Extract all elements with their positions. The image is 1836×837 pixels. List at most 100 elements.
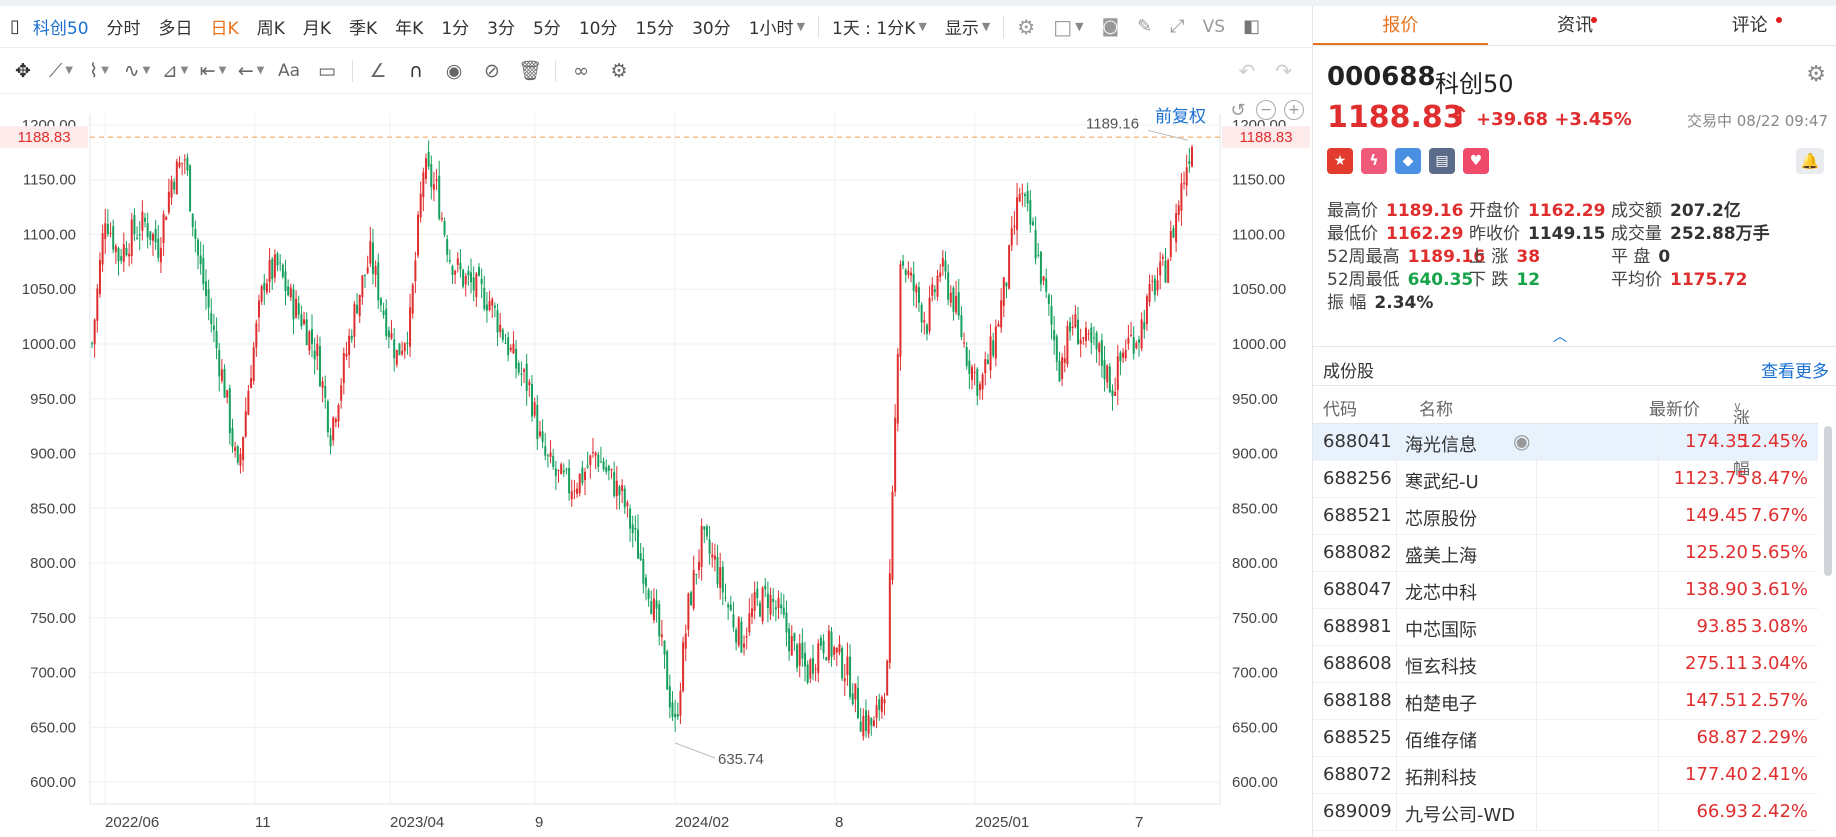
stat-label: 下 跌 — [1469, 270, 1509, 290]
candle-body — [870, 718, 873, 726]
tab-quarterly-k[interactable]: 季K — [349, 19, 378, 39]
note-icon[interactable]: ▤ — [1429, 148, 1455, 174]
chevron-down-icon: ▼ — [796, 20, 806, 33]
view-more-link[interactable]: 查看更多 — [1761, 362, 1829, 382]
trash-icon[interactable]: 🗑 — [517, 60, 543, 82]
hide-icon[interactable]: ⊘ — [484, 59, 500, 82]
adjust-mode-button[interactable]: 前复权 — [1155, 107, 1206, 127]
compare-button[interactable]: VS — [1202, 16, 1225, 37]
text-tool-icon[interactable]: Aa — [277, 60, 301, 81]
bell-icon[interactable]: 🔔 — [1796, 148, 1824, 174]
tab-30min[interactable]: 30分 — [692, 19, 731, 39]
tab-1hour[interactable]: 1小时 ▼ — [740, 6, 814, 48]
table-row[interactable]: 688981 中芯国际 93.85 3.08% — [1313, 609, 1818, 646]
interval-select[interactable]: 1天 : 1分K ▼ — [823, 6, 936, 48]
pencil-icon[interactable]: ✎ — [1137, 16, 1153, 37]
tab-news[interactable]: 资讯 — [1488, 6, 1663, 45]
polyline-tool-icon[interactable]: ⌇ ▼ — [89, 59, 109, 82]
candle-body — [751, 608, 753, 617]
header-code[interactable]: 代码 — [1323, 400, 1357, 420]
table-row[interactable]: 688082 盛美上海 125.20 5.65% — [1313, 535, 1818, 572]
layout-icon[interactable]: ▯ — [10, 16, 20, 37]
candle-body — [936, 275, 939, 297]
tab-yearly-k[interactable]: 年K — [395, 19, 424, 39]
camera-icon[interactable]: ◙ — [1101, 16, 1120, 37]
zoom-in-icon[interactable]: + — [1284, 100, 1304, 120]
table-row[interactable]: 688525 佰维存储 68.87 2.29% — [1313, 720, 1818, 757]
display-select[interactable]: 显示 ▼ — [936, 6, 999, 48]
tab-weekly-k[interactable]: 周K — [256, 19, 285, 39]
candle-body — [250, 378, 253, 388]
candle-body — [321, 381, 324, 388]
chevron-up-icon[interactable]: ︿ — [1553, 329, 1567, 345]
wave-tool-icon[interactable]: ∿ ▼ — [123, 59, 151, 82]
tab-index-name[interactable]: 科创50 — [32, 19, 89, 39]
tag-icon[interactable]: ◆ — [1395, 148, 1421, 174]
header-name[interactable]: 名称 — [1419, 400, 1453, 420]
table-row[interactable]: 688188 柏楚电子 147.51 2.57% — [1313, 683, 1818, 720]
cell-code: 689009 — [1323, 801, 1392, 822]
tab-monthly-k[interactable]: 月K — [302, 19, 332, 39]
square-select-icon[interactable]: □ ▼ — [1053, 14, 1084, 39]
heart-icon[interactable]: ♥ — [1463, 148, 1489, 174]
candle-body — [417, 214, 420, 256]
candle-body — [1191, 146, 1193, 167]
tab-comments[interactable]: 评论 — [1662, 6, 1836, 45]
candle-body — [234, 447, 237, 452]
tab-intraday[interactable]: 分时 — [106, 19, 141, 39]
arrow-tool-icon[interactable]: ← ▼ — [237, 59, 265, 82]
panel-toggle-icon[interactable]: ◧ — [1243, 16, 1261, 37]
table-row[interactable]: 688256 寒武纪-U 1123.75 8.47% — [1313, 461, 1818, 498]
table-row[interactable]: 688047 龙芯中科 138.90 3.61% — [1313, 572, 1818, 609]
scrollbar-thumb[interactable] — [1824, 426, 1832, 576]
zoom-out-icon[interactable]: − — [1256, 100, 1276, 120]
tab-5min[interactable]: 5分 — [532, 19, 561, 39]
candle-body — [652, 598, 655, 621]
tab-1min[interactable]: 1分 — [441, 19, 470, 39]
table-row[interactable]: 688608 恒玄科技 275.11 3.04% — [1313, 646, 1818, 683]
undo-icon[interactable]: ↶ — [1238, 59, 1256, 83]
candle-body — [613, 472, 616, 497]
line-tool-icon[interactable]: ⟋ ▼ — [48, 59, 73, 82]
candlestick-chart[interactable]: 1200.00 1200.00 1150.00 1150.00 1100.00 1100.… — [0, 94, 1312, 837]
candle-body — [199, 255, 202, 265]
settings-icon[interactable]: ⚙ — [610, 59, 628, 82]
reset-icon[interactable]: ↺ — [1230, 99, 1246, 121]
tab-multiday[interactable]: 多日 — [158, 19, 193, 39]
gear-icon[interactable]: ⚙ — [1806, 62, 1826, 87]
candle-body — [167, 191, 170, 213]
header-change[interactable]: 涨跌幅 ∨ — [1733, 395, 1750, 479]
table-row[interactable]: 688041 海光信息 ◉ 174.35 12.45% — [1313, 424, 1818, 461]
fullscreen-icon[interactable]: ⤢ — [1170, 16, 1185, 37]
tab-quote[interactable]: 报价 — [1313, 6, 1488, 45]
tab-15min[interactable]: 15分 — [635, 19, 675, 39]
move-icon[interactable]: ✥ — [15, 59, 31, 82]
table-row[interactable]: 688072 拓荆科技 177.40 2.41% — [1313, 757, 1818, 794]
link-icon[interactable]: ∞ — [573, 59, 589, 82]
measure-tool-icon[interactable]: ⇤ ▼ — [199, 59, 227, 82]
redo-icon[interactable]: ↷ — [1275, 59, 1292, 83]
candle-body — [162, 213, 165, 244]
tab-3min[interactable]: 3分 — [487, 19, 515, 39]
candle-body — [1124, 350, 1127, 359]
magnet-icon[interactable]: ∩ — [409, 59, 423, 82]
lightning-icon[interactable]: ϟ — [1361, 148, 1387, 174]
eye-icon[interactable]: ◉ — [445, 59, 463, 82]
candle-body — [552, 455, 555, 468]
tab-10min[interactable]: 10分 — [578, 19, 618, 39]
fib-tool-icon[interactable]: ⊿ ▼ — [161, 59, 189, 82]
gear-icon[interactable]: ⚙ — [1017, 14, 1036, 39]
header-price[interactable]: 最新价 — [1649, 400, 1700, 420]
table-row[interactable]: 689009 九号公司-WD 66.93 2.42% — [1313, 794, 1818, 831]
candle-body — [883, 699, 886, 704]
table-row[interactable]: 688521 芯原股份 149.45 7.67% — [1313, 498, 1818, 535]
comment-tool-icon[interactable]: ▭ — [318, 59, 336, 82]
candle-body — [623, 488, 626, 508]
tab-daily-k[interactable]: 日K — [210, 19, 239, 39]
candle-body — [122, 244, 125, 262]
angle-tool-icon[interactable]: ∠ — [369, 59, 387, 82]
eye-icon[interactable]: ◉ — [1513, 429, 1531, 453]
column-divider — [1658, 461, 1659, 498]
china-flag-icon[interactable]: ★ — [1327, 148, 1353, 174]
